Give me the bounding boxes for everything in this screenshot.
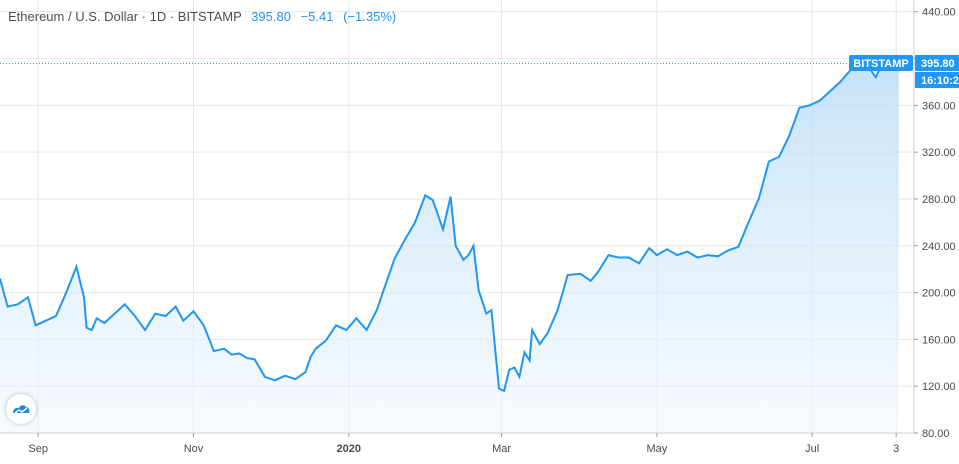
- price-line: [0, 55, 899, 393]
- x-tick-label: May: [646, 443, 667, 455]
- x-axis[interactable]: Sep Nov 2020 Mar May Jul 3: [28, 433, 899, 455]
- countdown-tag: 16:10:2: [915, 72, 959, 88]
- y-tick-label: 240.00: [922, 241, 956, 253]
- y-tick-label: 280.00: [922, 194, 956, 206]
- x-tick-label: Mar: [492, 443, 511, 455]
- x-tick-label: Sep: [28, 443, 48, 455]
- y-tick-label: 440.00: [922, 7, 956, 19]
- last-price-label: 395.80: [921, 58, 955, 70]
- y-axis[interactable]: 80.00 120.00 160.00 200.00 240.00 280.00 320.0…: [914, 7, 956, 440]
- y-tick-label: 80.00: [922, 428, 950, 440]
- x-tick-label: 2020: [337, 443, 361, 455]
- x-tick-label: 3: [893, 443, 899, 455]
- countdown-label: 16:10:2: [921, 75, 959, 87]
- chart-header: Ethereum / U.S. Dollar · 1D · BITSTAMP 3…: [8, 9, 402, 24]
- quote: 395.80 −5.41 (−1.35%): [251, 9, 402, 24]
- exchange-tag-label: BITSTAMP: [853, 58, 908, 70]
- tradingview-logo-icon[interactable]: [6, 394, 36, 424]
- price-change-percent: (−1.35%): [343, 9, 397, 24]
- y-tick-label: 160.00: [922, 334, 956, 346]
- symbol-title: Ethereum / U.S. Dollar · 1D · BITSTAMP: [8, 9, 242, 24]
- y-tick-label: 320.00: [922, 147, 956, 159]
- last-price-tag: 395.80: [915, 55, 959, 71]
- y-tick-label: 120.00: [922, 381, 956, 393]
- y-tick-label: 360.00: [922, 100, 956, 112]
- price-change: −5.41: [300, 9, 334, 24]
- x-tick-label: Nov: [184, 443, 204, 455]
- last-price: 395.80: [251, 9, 291, 24]
- y-tick-label: 200.00: [922, 288, 956, 300]
- exchange-tag: BITSTAMP: [849, 55, 913, 71]
- price-area-fill: [0, 57, 899, 434]
- x-tick-label: Jul: [805, 443, 819, 455]
